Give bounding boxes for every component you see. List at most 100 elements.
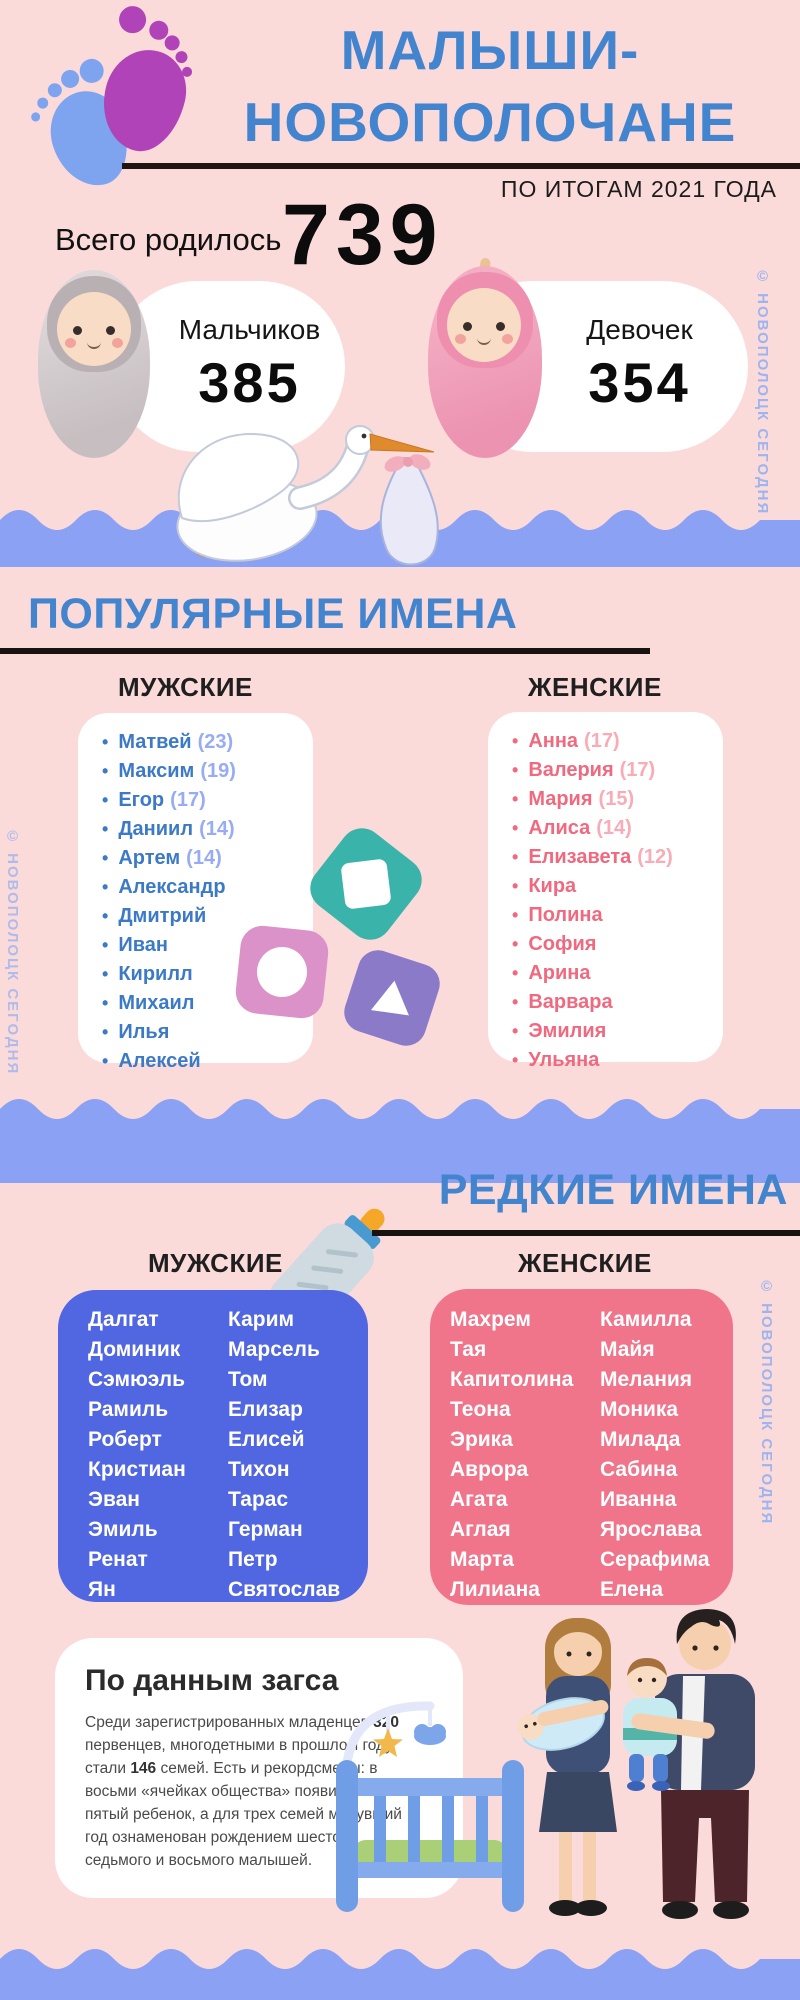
rare-female-name: Ярослава (600, 1518, 702, 1541)
rare-female-name: Марта (450, 1548, 514, 1571)
rare-male-name: Роберт (88, 1428, 162, 1451)
rare-female-names-card: Махрем Тая Капитолина Теона Эрика Аврора Агата… (430, 1289, 733, 1605)
rare-male-name: Герман (228, 1518, 303, 1541)
subtitle: ПО ИТОГАМ 2021 ГОДА (500, 176, 777, 202)
wave-divider (0, 1949, 800, 2000)
wave-divider (0, 1099, 800, 1183)
popular-male-name: • Алексей (102, 1050, 201, 1072)
popular-male-name: • Егор (17) (102, 789, 206, 811)
popular-female-name: • Ульяна (512, 1049, 600, 1071)
popular-male-name: • Михаил (102, 992, 195, 1014)
toy-block-diamond-icon (301, 819, 431, 949)
page-title-line2: НОВОПОЛОЧАНЕ (243, 91, 737, 153)
popular-female-name: • Анна (17) (512, 730, 620, 752)
rare-female-name: Тая (450, 1338, 487, 1361)
popular-male-name: • Дмитрий (102, 905, 207, 927)
boys-value: 385 (198, 351, 301, 414)
rare-female-name: Мелания (600, 1368, 693, 1391)
baby-girl-icon (428, 257, 542, 458)
popular-male-header: МУЖСКИЕ (118, 672, 253, 702)
rare-female-name: Майя (600, 1338, 655, 1361)
boys-count-card: Мальчиков 385 (112, 281, 345, 452)
popular-male-name: • Артем (14) (102, 847, 222, 869)
crib-icon (336, 1701, 524, 1912)
rare-male-name: Елисей (228, 1428, 305, 1451)
rare-male-name: Далгат (88, 1308, 159, 1331)
rare-female-name: Аглая (450, 1518, 511, 1541)
rare-male-name: Ренат (88, 1548, 148, 1571)
popular-female-names-card: • Анна (17) • Валерия (17) • Мария (15) • Алиса (14… (488, 712, 723, 1071)
zags-title: По данным загса (85, 1664, 339, 1697)
popular-male-name: • Иван (102, 934, 168, 956)
rare-male-name: Ян (88, 1578, 116, 1601)
rare-female-name: Капитолина (450, 1368, 574, 1391)
rare-female-name: Елена (600, 1578, 664, 1601)
rare-male-name: Петр (228, 1548, 278, 1571)
popular-female-name: • Елизавета (12) (512, 846, 673, 868)
rare-male-name: Тихон (228, 1458, 290, 1481)
rare-female-name: Сабина (600, 1458, 678, 1481)
popular-male-name: • Илья (102, 1021, 170, 1043)
popular-male-name: • Даниил (14) (102, 818, 235, 840)
rare-section-title: РЕДКИЕ ИМЕНА (438, 1166, 788, 1214)
rare-female-name: Теона (450, 1398, 511, 1421)
popular-female-name: • Полина (512, 904, 603, 926)
toy-block-circle-icon (233, 923, 331, 1021)
popular-section-title: ПОПУЛЯРНЫЕ ИМЕНА (28, 590, 518, 638)
rare-male-name: Эван (88, 1488, 140, 1511)
rare-female-name: Аврора (450, 1458, 529, 1481)
rare-male-name: Эмиль (88, 1518, 158, 1541)
popular-male-name: • Александр (102, 876, 226, 898)
divider (122, 163, 800, 169)
rare-female-name: Милада (600, 1428, 681, 1451)
rare-male-name: Тарас (228, 1488, 289, 1511)
rare-male-name: Том (228, 1368, 268, 1391)
popular-male-name: • Кирилл (102, 963, 193, 985)
rare-male-name: Марсель (228, 1338, 320, 1361)
rare-male-name: Рамиль (88, 1398, 169, 1421)
rare-male-name: Карим (228, 1308, 295, 1331)
baby-boy-icon (38, 270, 150, 458)
popular-female-name: • Мария (15) (512, 788, 635, 810)
divider (0, 648, 650, 654)
rare-female-name: Эрика (450, 1428, 513, 1451)
total-born-label: Всего родилось (55, 222, 282, 257)
stork-icon (176, 425, 439, 566)
watermark-text: © НОВОПОЛОЦК СЕГОДНЯ (754, 268, 771, 516)
rare-female-name: Агата (450, 1488, 508, 1511)
rare-male-name: Сэмюэль (88, 1368, 186, 1391)
popular-female-header: ЖЕНСКИЕ (528, 672, 662, 702)
rare-female-name: Серафима (600, 1548, 710, 1571)
total-born-value: 739 (282, 187, 444, 283)
popular-female-name: • Кира (512, 875, 577, 897)
popular-male-names-card: • Матвей (23) • Максим (19) • Егор (17) • Даниил (1… (78, 713, 313, 1072)
girls-label: Девочек (586, 314, 693, 345)
popular-male-name: • Матвей (23) (102, 731, 234, 753)
rare-female-name: Махрем (450, 1308, 531, 1331)
rare-female-name: Моника (600, 1398, 679, 1421)
page-title: МАЛЫШИ- НОВОПОЛОЧАНЕ (190, 14, 790, 158)
popular-female-name: • Варвара (512, 991, 613, 1013)
rare-male-name: Елизар (228, 1398, 303, 1421)
rare-female-name: Иванна (600, 1488, 677, 1511)
rare-male-name: Кристиан (88, 1458, 186, 1481)
watermark-text: © НОВОПОЛОЦК СЕГОДНЯ (4, 828, 21, 1076)
rare-male-name: Святослав (228, 1578, 341, 1601)
popular-female-name: • Эмилия (512, 1020, 607, 1042)
popular-female-name: • Арина (512, 962, 591, 984)
rare-female-header: ЖЕНСКИЕ (518, 1248, 652, 1278)
toy-block-triangle-icon (339, 945, 445, 1051)
popular-female-name: • София (512, 933, 597, 955)
divider (372, 1230, 800, 1236)
rare-female-name: Лилиана (450, 1578, 540, 1601)
rare-male-names-card: Далгат Доминик Сэмюэль Рамиль Роберт Кристиан… (58, 1290, 368, 1602)
watermark-text: © НОВОПОЛОЦК СЕГОДНЯ (758, 1278, 775, 1526)
boys-label: Мальчиков (178, 314, 321, 345)
rare-male-header: МУЖСКИЕ (148, 1248, 283, 1278)
page-title-line1: МАЛЫШИ- (340, 19, 640, 81)
zags-text: Среди зарегистрированных младенцев 320 п… (85, 1714, 402, 1869)
popular-male-name: • Максим (19) (102, 760, 236, 782)
popular-female-name: • Валерия (17) (512, 759, 656, 781)
family-icon (517, 1609, 755, 1919)
